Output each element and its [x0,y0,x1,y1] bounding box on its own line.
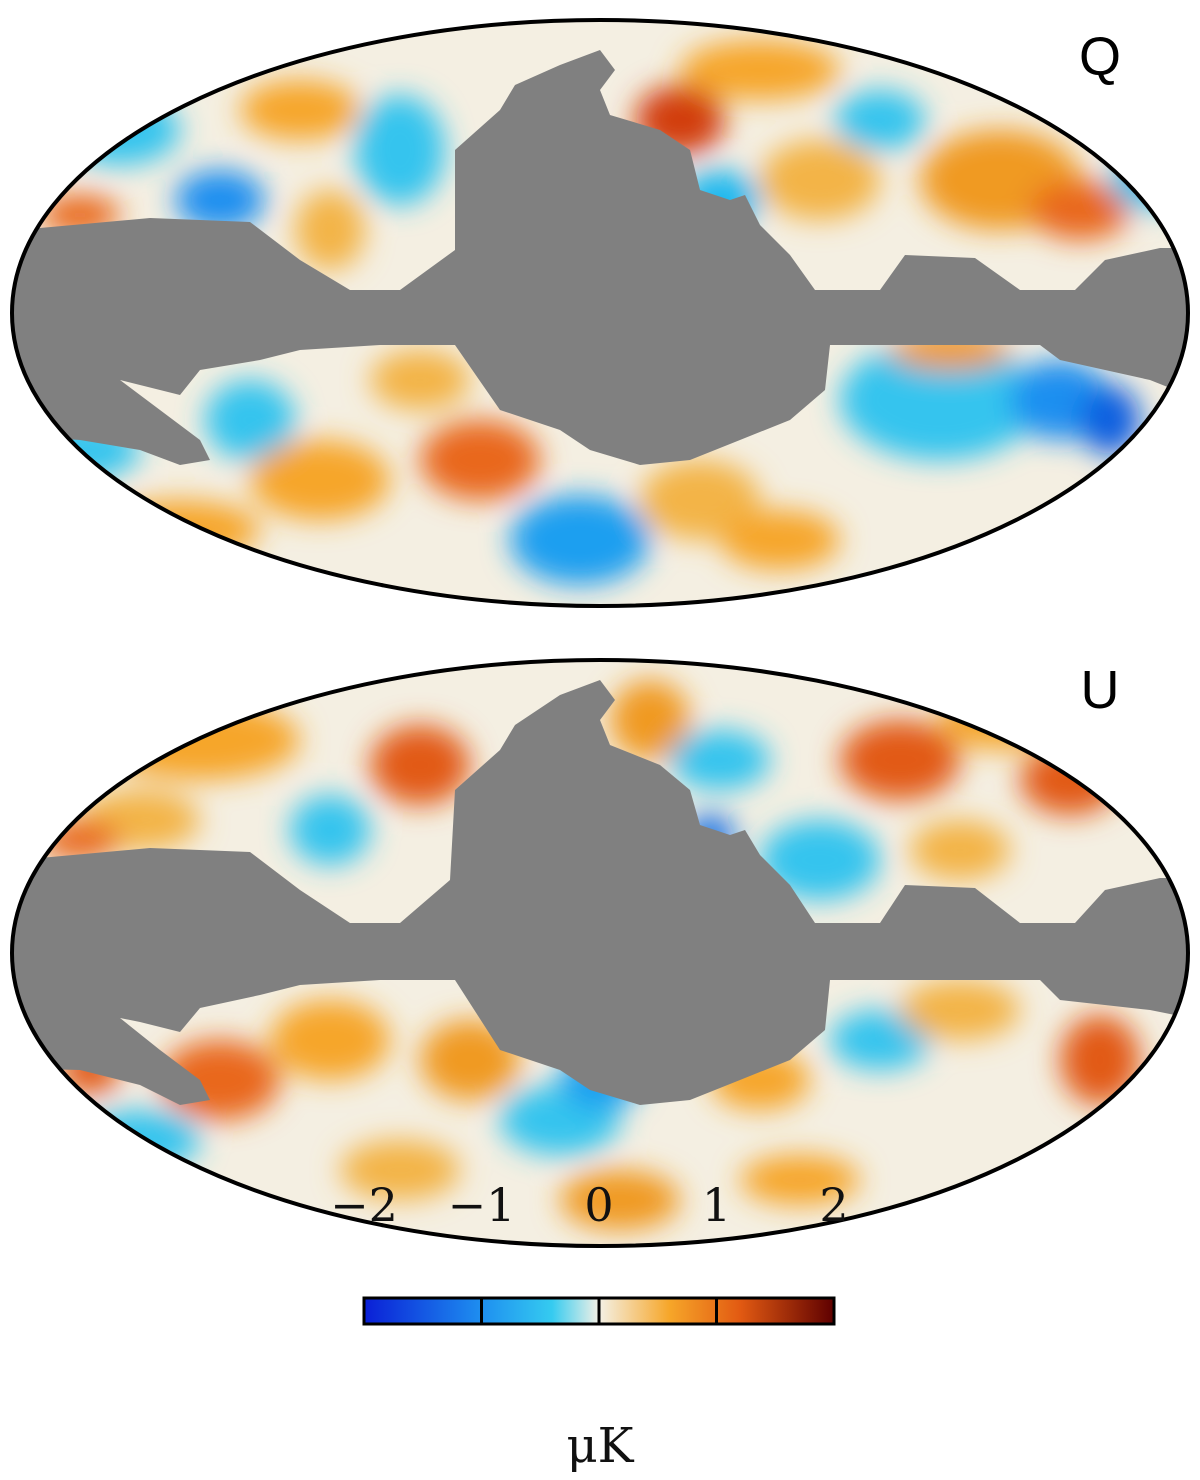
u-map-outline [10,658,1190,1248]
stokes-u-map: U [0,640,1200,1260]
colorbar-tick-label-4: 2 [819,1178,849,1232]
stokes-q-map: Q [0,0,1200,620]
u-sky-field [12,660,1188,1246]
u-galactic-mask [12,680,1188,1105]
colorbar-tick-label-0: −2 [330,1178,398,1232]
u-stokes-label: U [1081,660,1120,720]
q-sky-field [12,20,1188,606]
colorbar-tick-label-2: 0 [584,1178,614,1232]
u-map-svg: U [10,658,1190,1248]
q-galactic-mask [12,50,1188,465]
unit-text: μK [566,1418,634,1474]
colorbar-tick-label-3: 1 [701,1178,732,1232]
q-map-outline [10,18,1190,608]
q-map-svg: Q [10,18,1190,608]
colorbar-unit-label: μK [566,1418,633,1474]
colorbar-tick-marks [480,1298,718,1324]
q-stokes-label: Q [1079,27,1121,87]
colorbar [362,1296,836,1326]
colorbar-tick-label-1: −1 [447,1178,516,1232]
